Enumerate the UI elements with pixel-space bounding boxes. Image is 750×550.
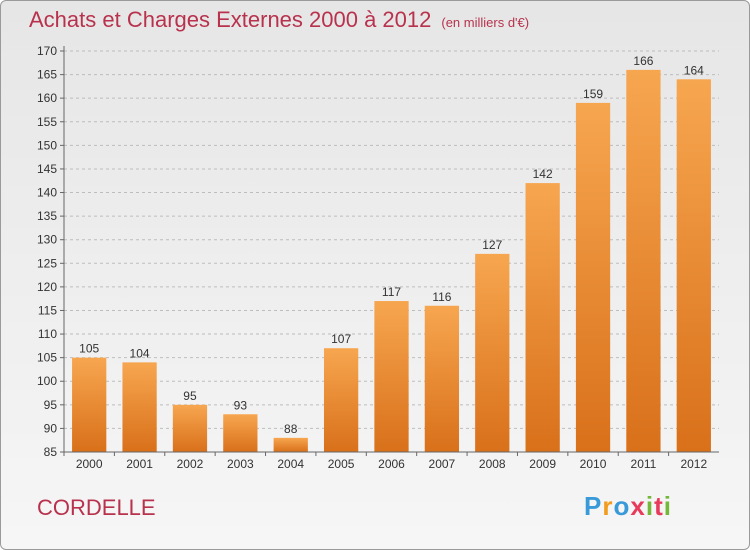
y-tick-label: 165 bbox=[37, 68, 57, 82]
bar bbox=[475, 253, 510, 452]
y-tick-label: 155 bbox=[37, 115, 57, 129]
x-tick-label: 2009 bbox=[529, 457, 556, 471]
bar bbox=[676, 79, 711, 453]
bar bbox=[273, 437, 308, 452]
bar bbox=[575, 102, 611, 453]
bar-value-label: 127 bbox=[482, 238, 502, 252]
bar-value-label: 93 bbox=[234, 398, 248, 412]
y-tick-label: 85 bbox=[44, 445, 58, 459]
logo-letter: i bbox=[663, 491, 672, 521]
y-tick-label: 125 bbox=[37, 256, 57, 270]
bar-value-label: 117 bbox=[382, 285, 401, 299]
bar bbox=[122, 362, 157, 452]
bar bbox=[525, 183, 560, 452]
bar bbox=[374, 301, 409, 452]
bar bbox=[223, 414, 258, 452]
logo-letter: t bbox=[654, 491, 664, 521]
bar-value-label: 107 bbox=[331, 332, 351, 346]
logo-letter: r bbox=[602, 491, 614, 521]
bar-value-label: 104 bbox=[130, 346, 150, 360]
bar-value-label: 159 bbox=[583, 87, 603, 101]
x-tick-label: 2008 bbox=[479, 457, 506, 471]
bar-value-label: 88 bbox=[284, 422, 298, 436]
title-text: Achats et Charges Externes 2000 à 2012 bbox=[29, 7, 432, 32]
bars: 105 104 95 93 88 107 117 116 127 142 159 166 164 bbox=[72, 54, 711, 453]
title-unit: (en milliers d'€) bbox=[441, 15, 530, 30]
bar bbox=[323, 348, 359, 452]
y-tick-label: 120 bbox=[37, 280, 57, 294]
y-tick-label: 110 bbox=[38, 327, 57, 341]
x-tick-label: 2005 bbox=[328, 457, 355, 471]
proxiti-logo: Proxiti bbox=[584, 491, 672, 522]
bar bbox=[72, 357, 107, 452]
axes: 85 90 95 100 105 110 115 120 125 130 135 140 145 150 1… bbox=[37, 44, 719, 471]
y-tick-label: 100 bbox=[37, 374, 57, 388]
x-tick-label: 2010 bbox=[580, 457, 607, 471]
y-tick-label: 145 bbox=[37, 162, 57, 176]
x-tick-label: 2012 bbox=[680, 457, 707, 471]
bar-value-label: 116 bbox=[432, 290, 451, 304]
y-tick-label: 105 bbox=[37, 351, 57, 365]
logo-letter: i bbox=[645, 491, 655, 521]
bar-value-label: 142 bbox=[533, 167, 553, 181]
x-tick-label: 2007 bbox=[429, 457, 456, 471]
logo-letter: P bbox=[584, 491, 603, 521]
y-tick-label: 170 bbox=[37, 44, 57, 58]
y-tick-label: 160 bbox=[37, 91, 57, 105]
logo-letter: x bbox=[630, 491, 646, 521]
logo-letter: o bbox=[613, 491, 631, 521]
x-tick-label: 2000 bbox=[76, 457, 103, 471]
x-tick-label: 2006 bbox=[378, 457, 405, 471]
x-tick-label: 2011 bbox=[631, 457, 657, 471]
x-tick-label: 2003 bbox=[227, 457, 254, 471]
bar-value-label: 105 bbox=[79, 342, 99, 356]
bar bbox=[626, 69, 661, 452]
y-tick-label: 135 bbox=[37, 209, 57, 223]
y-tick-label: 115 bbox=[38, 303, 57, 317]
bar-value-label: 166 bbox=[633, 54, 653, 68]
y-tick-label: 150 bbox=[37, 138, 57, 152]
commune-name: CORDELLE bbox=[37, 495, 156, 520]
bar bbox=[172, 404, 208, 452]
x-tick-label: 2002 bbox=[177, 457, 204, 471]
y-tick-label: 130 bbox=[37, 233, 57, 247]
x-tick-label: 2004 bbox=[277, 457, 304, 471]
bar-value-label: 95 bbox=[183, 389, 197, 403]
y-tick-label: 90 bbox=[44, 421, 58, 435]
x-tick-label: 2001 bbox=[126, 457, 153, 471]
y-tick-label: 95 bbox=[44, 398, 58, 412]
y-tick-label: 140 bbox=[37, 186, 57, 200]
chart-title: Achats et Charges Externes 2000 à 2012 (e… bbox=[29, 7, 529, 33]
bar-value-label: 164 bbox=[684, 63, 704, 77]
bar bbox=[424, 305, 460, 452]
